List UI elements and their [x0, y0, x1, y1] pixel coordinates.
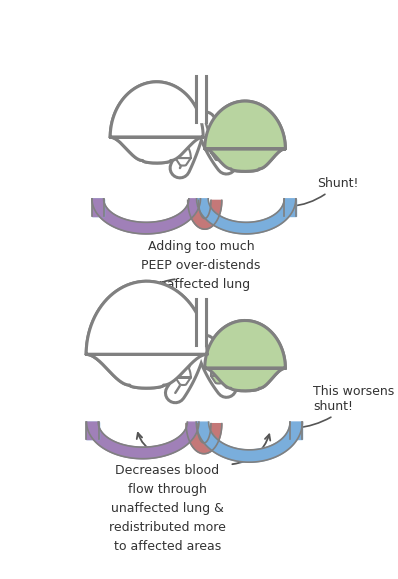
- Polygon shape: [205, 101, 285, 171]
- Polygon shape: [205, 101, 285, 171]
- Polygon shape: [86, 281, 207, 388]
- Text: Adding too much
PEEP over-distends
unaffected lung: Adding too much PEEP over-distends unaff…: [141, 240, 261, 291]
- Polygon shape: [86, 281, 207, 388]
- Polygon shape: [175, 364, 191, 385]
- Polygon shape: [205, 321, 285, 391]
- Polygon shape: [205, 321, 285, 391]
- Text: This worsens
shunt!: This worsens shunt!: [296, 385, 394, 430]
- Polygon shape: [86, 422, 99, 439]
- Polygon shape: [86, 422, 199, 459]
- Polygon shape: [175, 144, 191, 166]
- Polygon shape: [188, 200, 222, 229]
- Text: Decreases blood
flow through
unaffected lung &
redistributed more
to affected ar: Decreases blood flow through unaffected …: [109, 464, 226, 554]
- Polygon shape: [284, 199, 296, 216]
- Polygon shape: [290, 422, 302, 439]
- Polygon shape: [86, 422, 98, 439]
- Polygon shape: [211, 139, 226, 160]
- Polygon shape: [196, 76, 205, 122]
- Polygon shape: [196, 76, 205, 122]
- Polygon shape: [186, 424, 222, 454]
- Polygon shape: [196, 299, 205, 345]
- Polygon shape: [110, 82, 203, 163]
- Polygon shape: [110, 82, 203, 163]
- Polygon shape: [196, 299, 205, 345]
- Text: Shunt!: Shunt!: [291, 177, 359, 208]
- Polygon shape: [196, 422, 302, 462]
- Polygon shape: [197, 199, 296, 234]
- Polygon shape: [211, 362, 226, 383]
- Polygon shape: [92, 199, 103, 216]
- Polygon shape: [92, 199, 201, 234]
- Polygon shape: [92, 199, 104, 216]
